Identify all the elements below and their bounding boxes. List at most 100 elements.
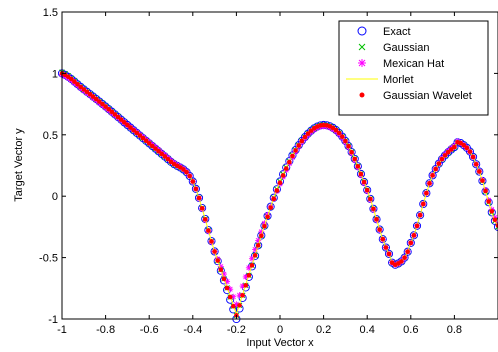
data-point xyxy=(162,154,168,159)
data-point xyxy=(333,127,339,133)
data-point xyxy=(368,196,373,202)
data-point xyxy=(131,127,136,133)
data-point xyxy=(233,301,240,308)
data-point xyxy=(143,138,149,144)
y-tick-label: 0.5 xyxy=(43,130,58,142)
data-point xyxy=(377,227,382,232)
data-point xyxy=(470,154,476,160)
data-point xyxy=(194,193,204,202)
data-point xyxy=(245,264,252,271)
data-point xyxy=(84,89,90,95)
data-point xyxy=(202,216,208,222)
data-point xyxy=(364,187,370,193)
data-point xyxy=(190,179,196,184)
ticks-layer: -1 -0.8 -0.6 -0.4 -0.2 0 0.2 0.4 0.6 0.8 -1 -0.5 0 0.… xyxy=(39,7,498,336)
data-point xyxy=(243,283,249,288)
x-axis-label: Input Vector x xyxy=(246,337,314,349)
data-point xyxy=(248,255,255,262)
data-point xyxy=(375,225,384,234)
data-point xyxy=(220,271,227,278)
x-tick-label: 0 xyxy=(277,324,283,336)
data-point xyxy=(448,147,454,152)
y-tick-label: -0.5 xyxy=(39,253,58,265)
data-point xyxy=(236,292,243,299)
data-point xyxy=(403,247,412,256)
data-point xyxy=(486,199,491,204)
data-point xyxy=(381,243,390,252)
legend-entry: Mexican Hat xyxy=(358,58,444,70)
data-point xyxy=(274,188,280,193)
data-point xyxy=(206,228,211,233)
data-point xyxy=(378,235,387,244)
data-point xyxy=(271,196,277,202)
data-point xyxy=(380,236,386,242)
data-point xyxy=(230,293,237,300)
data-point xyxy=(212,249,217,254)
data-point xyxy=(277,180,283,185)
data-point xyxy=(165,156,171,162)
y-tick-label: 1.5 xyxy=(43,7,58,19)
data-point xyxy=(383,245,389,250)
series-gaussian-wavelet xyxy=(59,71,498,318)
data-point xyxy=(115,114,121,120)
data-point xyxy=(439,156,445,162)
data-point xyxy=(261,220,268,227)
data-point xyxy=(405,249,410,255)
data-point xyxy=(339,134,345,139)
x-tick-label: -0.2 xyxy=(227,324,246,336)
data-point xyxy=(296,143,301,148)
data-point xyxy=(343,138,348,144)
data-point xyxy=(193,186,199,192)
data-point xyxy=(280,173,286,178)
data-point xyxy=(188,177,197,186)
data-point xyxy=(255,243,261,248)
data-point xyxy=(106,106,112,112)
data-point xyxy=(210,247,219,256)
series-layer xyxy=(57,69,498,324)
data-point xyxy=(247,262,257,271)
data-point xyxy=(137,133,143,138)
data-point xyxy=(475,167,484,176)
legend-entry: Gaussian Wavelet xyxy=(359,90,472,102)
data-point xyxy=(209,239,214,244)
data-point xyxy=(430,173,435,178)
data-point xyxy=(259,233,264,239)
data-point xyxy=(237,303,242,308)
x-tick-label: -0.4 xyxy=(183,324,202,336)
data-point xyxy=(483,188,488,194)
data-point xyxy=(399,259,404,264)
x-tick-label: 0.8 xyxy=(447,324,462,336)
legend-label: Exact xyxy=(383,26,411,38)
data-point xyxy=(249,263,255,268)
data-point xyxy=(386,251,392,257)
data-point xyxy=(467,149,473,154)
data-point xyxy=(414,223,420,229)
data-point xyxy=(215,258,221,263)
data-point xyxy=(358,171,364,177)
legend-marker xyxy=(357,26,367,36)
data-point xyxy=(262,223,267,229)
data-point xyxy=(283,166,289,171)
data-point xyxy=(427,181,432,186)
data-point xyxy=(442,153,448,158)
data-point xyxy=(153,146,158,151)
data-point xyxy=(242,273,249,280)
data-point xyxy=(361,179,367,185)
data-point xyxy=(156,148,161,154)
data-point xyxy=(406,238,415,247)
data-point xyxy=(428,171,437,180)
data-point xyxy=(181,167,186,172)
legend-entry: Gaussian xyxy=(358,42,429,54)
data-point xyxy=(239,283,246,290)
data-point xyxy=(87,91,93,97)
data-point xyxy=(412,221,422,230)
data-point xyxy=(128,125,133,130)
y-tick-label: 1 xyxy=(52,68,58,80)
legend-box xyxy=(338,20,489,116)
data-point xyxy=(78,84,83,90)
data-point xyxy=(371,206,376,212)
y-axis-label: Target Vector y xyxy=(13,128,25,202)
data-point xyxy=(425,179,434,188)
data-point xyxy=(411,233,417,238)
